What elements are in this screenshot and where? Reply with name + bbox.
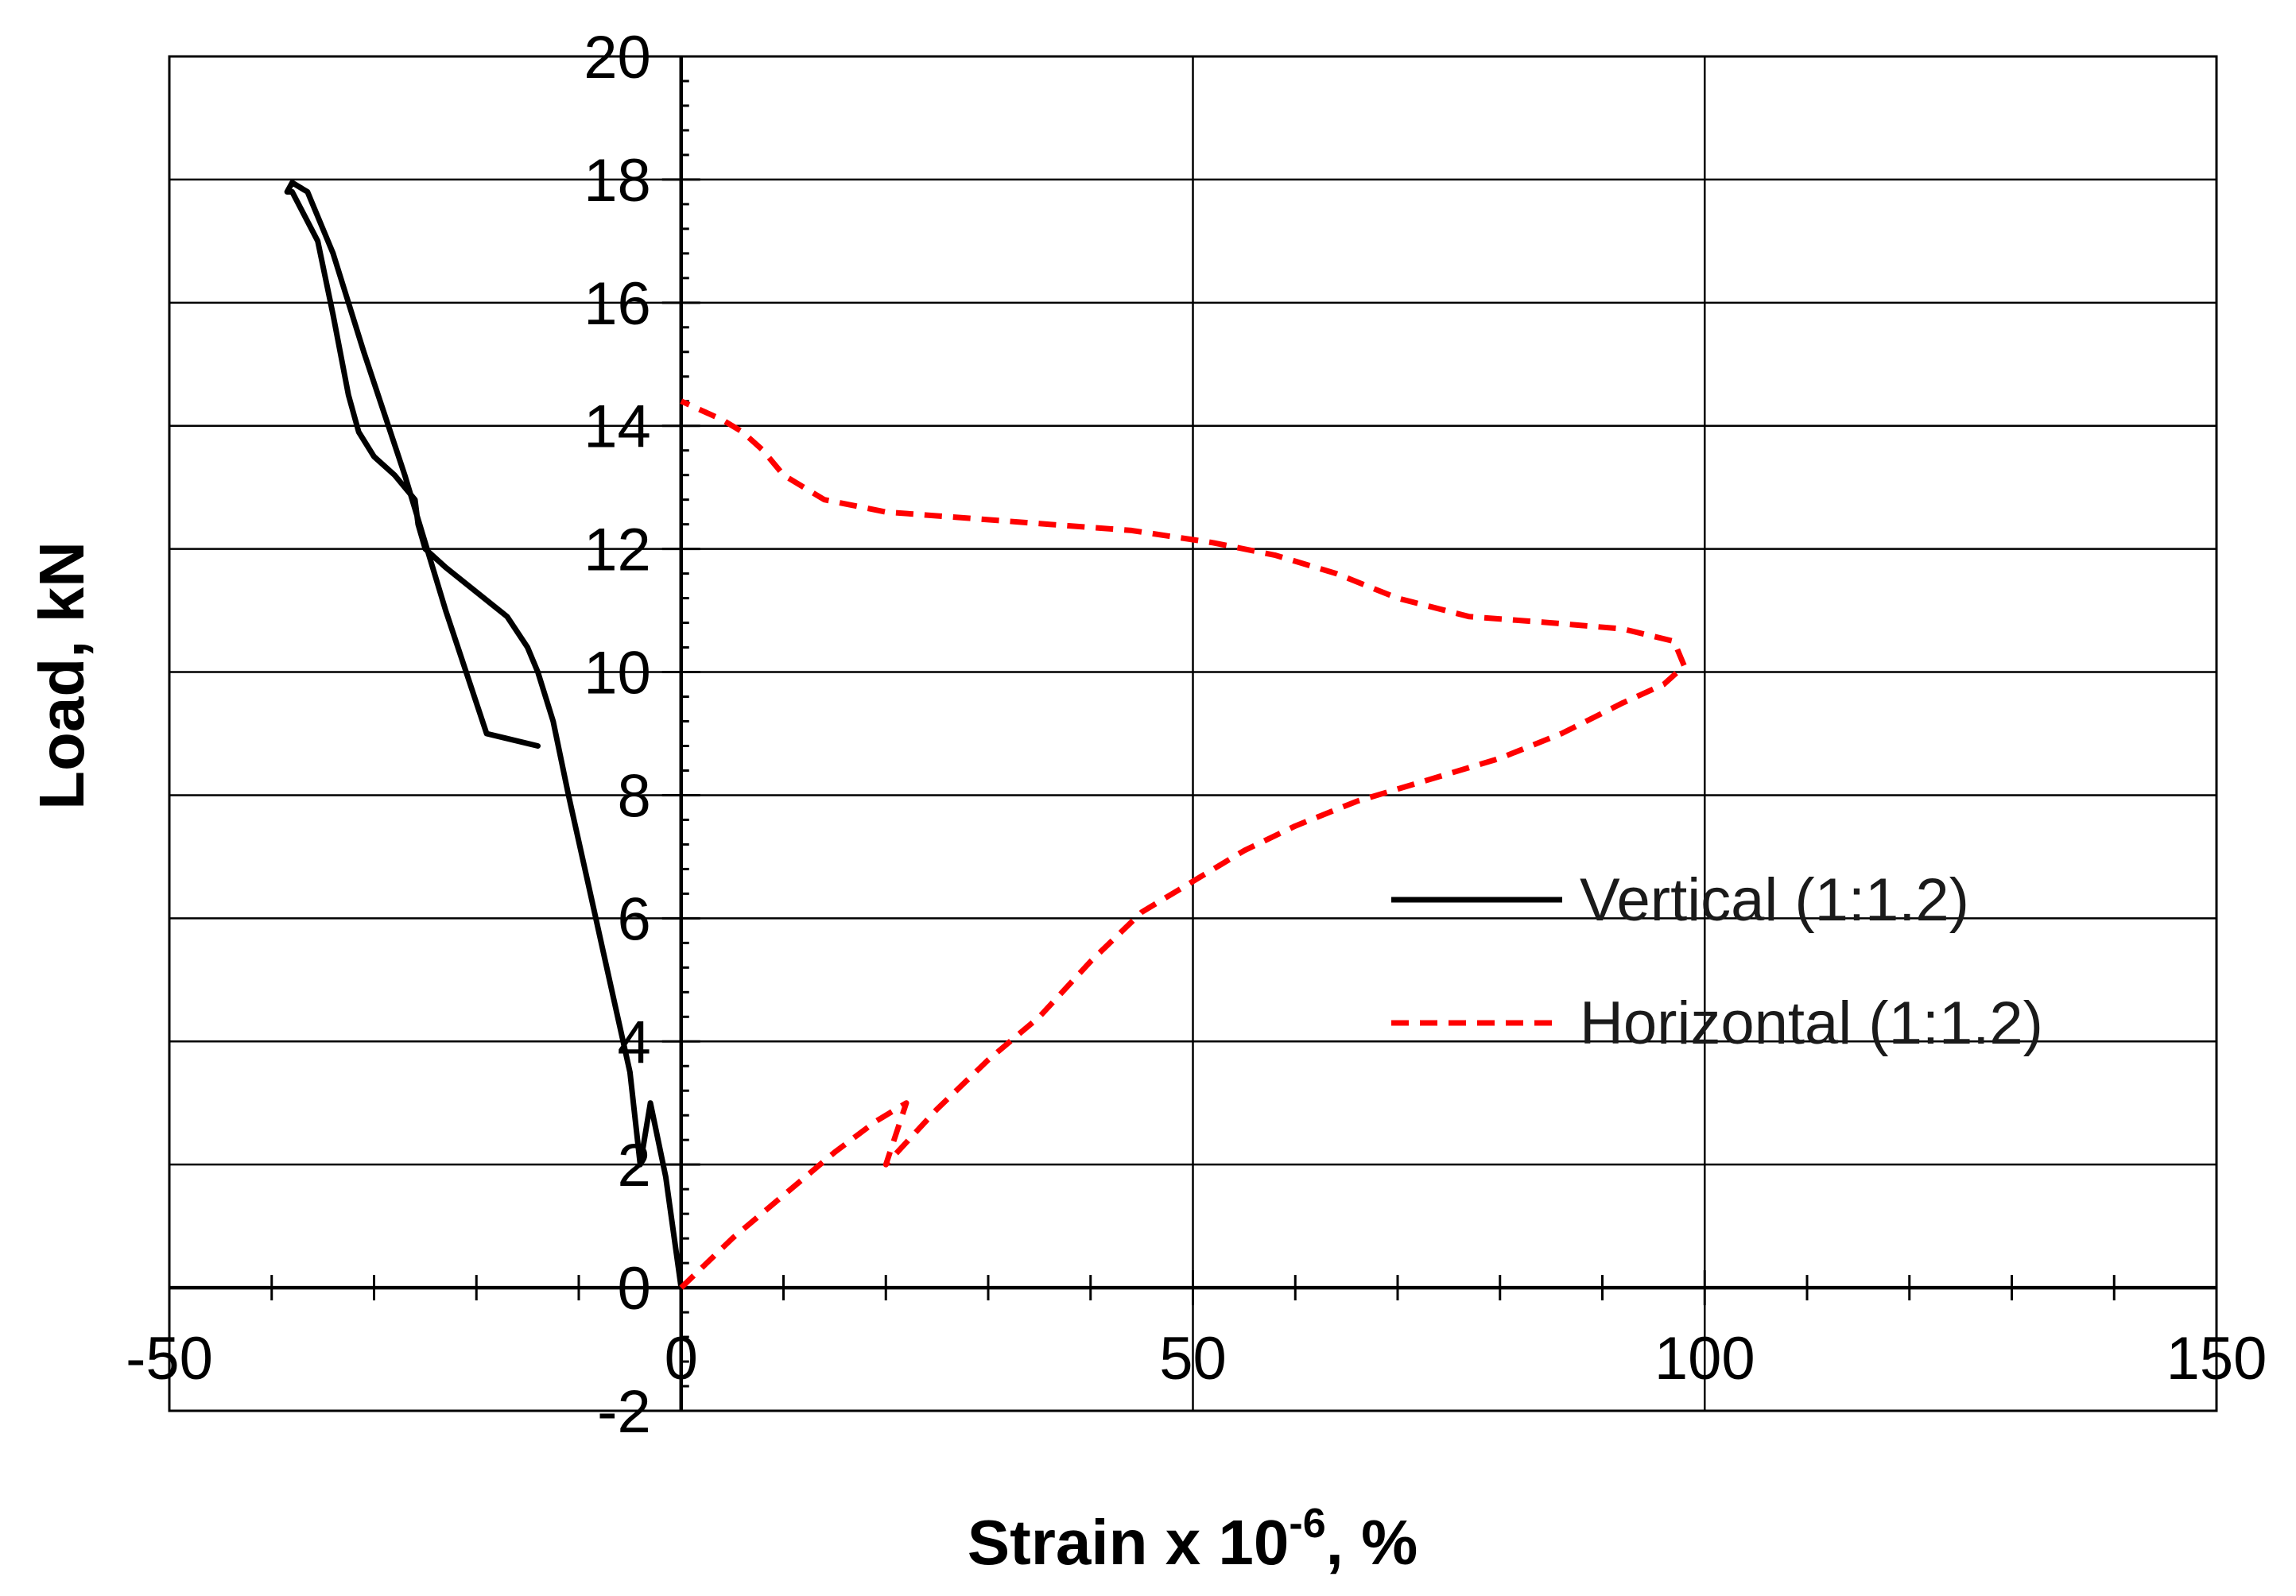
y-tick-labels: -2 0 2 4 6 8 10 12 14 16 18 20: [584, 24, 651, 1446]
y-tick-label: 2: [617, 1132, 650, 1199]
tick-marks: [168, 55, 2218, 1412]
y-tick-label: 4: [617, 1009, 650, 1076]
x-axis-title-suffix: , %: [1326, 1507, 1418, 1578]
legend-label-vertical: Vertical (1:1.2): [1580, 866, 1969, 934]
x-axis-title-sup: -6: [1289, 1501, 1325, 1547]
y-tick-label: 20: [584, 24, 651, 91]
y-tick-label: 8: [617, 762, 650, 830]
y-tick-label: 6: [617, 885, 650, 953]
y-tick-label: 12: [584, 517, 651, 584]
x-tick-label: 50: [1159, 1325, 1227, 1393]
series-layer: [284, 180, 1687, 1291]
x-tick-labels: -50 0 50 100 150: [126, 1325, 2267, 1393]
grid-lines: [169, 56, 2216, 1411]
x-tick-label: 100: [1654, 1325, 1755, 1393]
x-tick-label: -50: [126, 1325, 213, 1393]
y-tick-label: 14: [584, 393, 651, 461]
y-tick-label: 10: [584, 640, 651, 707]
series-line-vertical: [284, 180, 685, 1291]
y-tick-label: -2: [597, 1378, 651, 1446]
plot-frame: [168, 55, 2218, 1412]
x-tick-label: 150: [2166, 1325, 2267, 1393]
y-axis-title: Load, kN: [26, 541, 97, 810]
series-line-horizontal: [679, 398, 1687, 1290]
x-axis-title-main: Strain x 10: [968, 1507, 1290, 1578]
y-tick-label: 18: [584, 147, 651, 215]
x-axis-title: Strain x 10-6, %: [968, 1501, 1418, 1578]
y-tick-label: 0: [617, 1255, 650, 1323]
y-tick-label: 16: [584, 270, 651, 338]
legend-label-horizontal: Horizontal (1:1.2): [1580, 990, 2043, 1057]
legend: Vertical (1:1.2) Horizontal (1:1.2): [1391, 866, 2043, 1057]
x-tick-label: 0: [665, 1325, 698, 1393]
